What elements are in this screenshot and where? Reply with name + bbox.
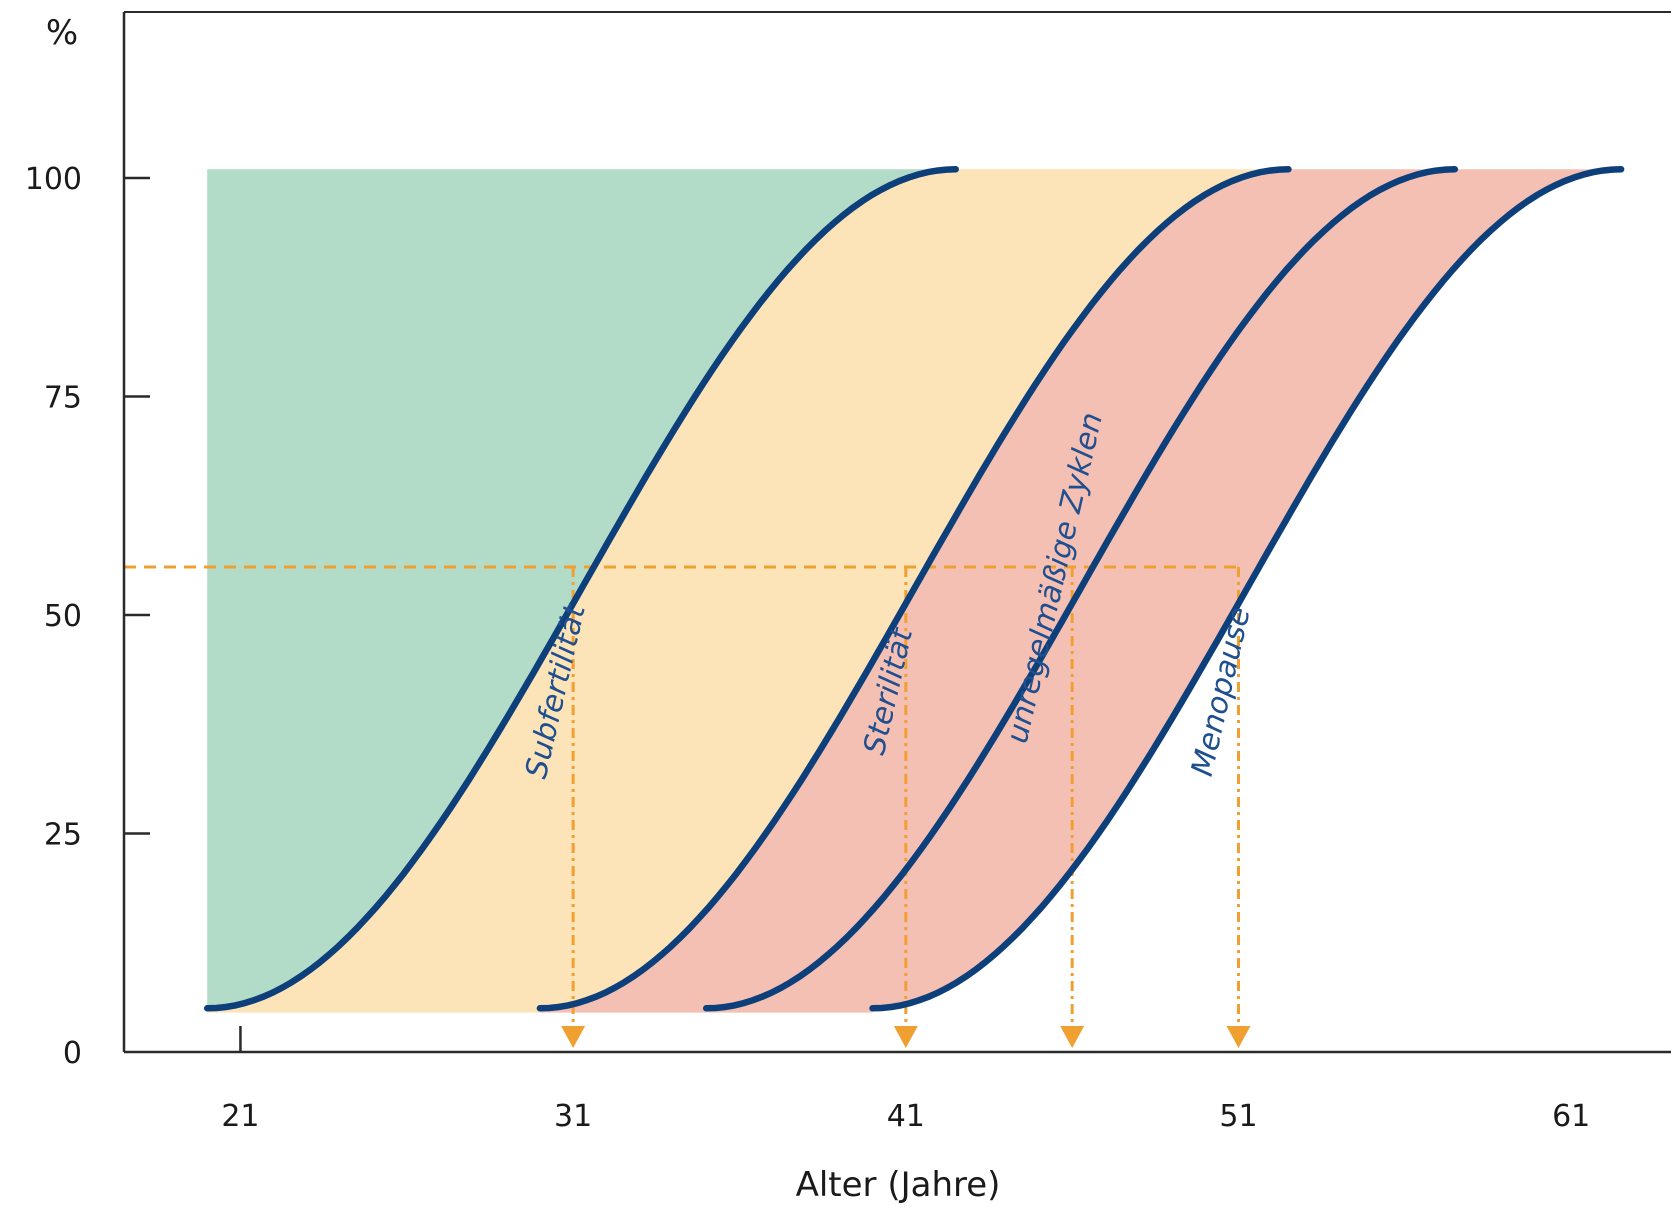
x-axis-label: Alter (Jahre) bbox=[796, 1165, 1001, 1205]
fill-sterile-1 bbox=[539, 169, 1455, 1013]
curve-2 bbox=[536, 166, 1292, 1012]
fill-subfertile bbox=[207, 169, 1289, 1013]
guide-arrow-1 bbox=[561, 1026, 586, 1048]
plot-frame bbox=[122, 11, 1671, 1054]
x-tick-label-61: 61 bbox=[1552, 1099, 1590, 1134]
x-tick-label-31: 31 bbox=[554, 1099, 592, 1134]
x-tick-label-51: 51 bbox=[1219, 1099, 1257, 1134]
y-tick-label-50: 50 bbox=[44, 599, 82, 634]
fill-sterile-2 bbox=[706, 169, 1622, 1013]
y-tick-label-25: 25 bbox=[44, 818, 82, 853]
curves bbox=[203, 166, 1625, 1012]
guide-lines bbox=[124, 565, 1251, 1048]
y-tick-label-75: 75 bbox=[44, 381, 82, 416]
curve-3 bbox=[702, 166, 1459, 1012]
curve-1 bbox=[203, 166, 959, 1012]
guide-arrow-2 bbox=[893, 1026, 918, 1048]
y-ticks: 0 25 50 75 100 bbox=[25, 162, 150, 1071]
guide-arrow-3 bbox=[1060, 1026, 1085, 1048]
guide-arrow-4 bbox=[1226, 1026, 1251, 1048]
x-tick-label-21: 21 bbox=[221, 1099, 259, 1134]
x-ticks: 21 31 41 51 61 bbox=[221, 1026, 1590, 1134]
y-tick-label-100: 100 bbox=[25, 162, 82, 197]
y-axis-label: % bbox=[46, 13, 78, 53]
y-tick-label-0: 0 bbox=[63, 1036, 82, 1071]
x-tick-label-41: 41 bbox=[887, 1099, 925, 1134]
area-fills bbox=[207, 169, 1622, 1013]
fill-fertile bbox=[207, 169, 956, 1009]
curve-4 bbox=[869, 166, 1625, 1012]
